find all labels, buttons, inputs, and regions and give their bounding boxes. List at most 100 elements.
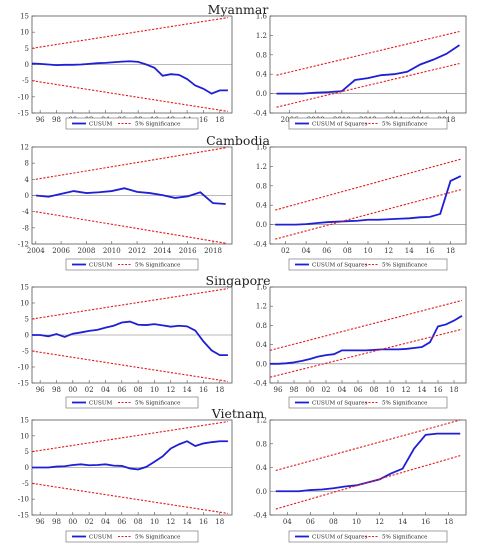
legend-label-cusum: CUSUM of Squares (312, 535, 368, 541)
cambodia-cusum-of-squares-panel: 1.6 1.2 0.8 0.4 0.0 -0.4 02 04 06 08 10 12 14 16 18 CUS… (254, 144, 467, 271)
y-tick-label: 0.4 (256, 464, 268, 472)
y-tick-label: 5 (25, 316, 29, 324)
x-tick-label: 06 (117, 518, 126, 526)
x-tick-label: 04 (101, 518, 110, 526)
x-tick-label: 14 (183, 518, 192, 526)
cusum-series-line (276, 44, 460, 95)
x-tick-label: 00 (68, 386, 77, 394)
x-tick-label: 06 (322, 247, 331, 255)
vietnam-cusum-panel: 15 10 5 0 -5 -10 -15 96 98 00 02 04 06 08 10 12 14 16 18 CU… (18, 417, 233, 543)
cusum-series-line (275, 175, 462, 226)
significance-bound-line (31, 80, 229, 112)
x-tick-label: 08 (134, 518, 143, 526)
y-tick-label: -0.4 (254, 380, 268, 388)
x-tick-label: 96 (274, 386, 283, 394)
x-tick-label: 02 (85, 518, 94, 526)
y-tick-label: 0.8 (256, 440, 267, 448)
x-tick-label: 12 (166, 386, 175, 394)
y-tick-label: 4 (25, 176, 30, 184)
vietnam-cusum-of-squares-panel: 1.2 0.8 0.4 0.0 -0.4 04 06 08 10 12 14 16 18 CUSUM of… (254, 417, 467, 543)
significance-bound-line (276, 62, 460, 108)
y-tick-label: -10 (18, 364, 29, 372)
cusum-series-line (32, 320, 228, 357)
legend-label-cusum: CUSUM of Squares (312, 122, 368, 128)
significance-bound-line (35, 147, 226, 180)
x-tick-label: 2008 (78, 247, 96, 255)
x-tick-label: 98 (52, 518, 61, 526)
x-tick-label: 16 (199, 116, 208, 124)
y-tick-label: 1.2 (256, 163, 267, 171)
x-tick-label: 12 (384, 247, 393, 255)
significance-bound-line (275, 189, 461, 240)
legend: CUSUM of Squares 5% Significance (288, 117, 448, 130)
x-tick-label: 18 (215, 518, 224, 526)
y-tick-label: 1.2 (256, 32, 267, 40)
y-tick-label: 1.6 (256, 144, 268, 152)
legend-label-significance: 5% Significance (382, 122, 428, 128)
myanmar-cusum-of-squares-panel: 1.61.20.80.40.0-0.4200620082010201220142… (254, 13, 467, 130)
y-tick-label: -4 (22, 208, 29, 216)
legend-box (288, 530, 448, 543)
legend: CUSUM 5% Significance (65, 258, 199, 271)
y-tick-label: 0 (25, 61, 29, 69)
legend-label-significance: 5% Significance (135, 401, 181, 407)
x-tick-label: 10 (364, 247, 373, 255)
y-tick-label: 0.0 (256, 360, 267, 368)
x-tick-label: 14 (183, 386, 192, 394)
legend-box (65, 396, 199, 409)
x-tick-label: 08 (370, 386, 379, 394)
legend-label-cusum: CUSUM (89, 401, 113, 407)
legend: CUSUM of Squares 5% Significance (288, 396, 448, 409)
legend-label-cusum: CUSUM (89, 535, 113, 541)
country-title: Vietnam (211, 406, 265, 421)
myanmar-cusum-of-squares-frame (269, 15, 467, 114)
significance-bound-line (31, 482, 229, 514)
x-tick-label: 18 (446, 247, 455, 255)
y-tick-label: 10 (20, 29, 29, 37)
significance-bound-line (275, 158, 461, 211)
x-tick-label: 12 (166, 518, 175, 526)
x-tick-label: 98 (52, 386, 61, 394)
x-tick-label: 96 (36, 116, 45, 124)
x-tick-label: 06 (354, 386, 363, 394)
cusum-series-line (35, 187, 226, 205)
y-tick-label: 0.4 (256, 202, 268, 210)
x-tick-label: 18 (444, 518, 453, 526)
significance-bound-line (35, 211, 226, 244)
cusum-series-line (32, 440, 228, 471)
y-tick-label: 0.0 (256, 90, 267, 98)
y-tick-label: -0.4 (254, 110, 268, 118)
x-tick-label: 16 (434, 386, 443, 394)
y-tick-label: 0.8 (256, 322, 267, 330)
significance-bound-line (275, 455, 461, 510)
x-tick-label: 06 (117, 386, 126, 394)
significance-bound-line (31, 350, 229, 382)
y-tick-label: 0.8 (256, 182, 267, 190)
x-tick-label: 02 (85, 386, 94, 394)
x-tick-label: 2004 (27, 247, 45, 255)
y-tick-label: -8 (22, 224, 29, 232)
x-tick-label: 10 (386, 386, 395, 394)
y-tick-label: 15 (20, 284, 29, 292)
x-tick-label: 12 (375, 518, 384, 526)
x-tick-label: 08 (134, 386, 143, 394)
x-tick-label: 18 (450, 386, 459, 394)
x-tick-label: 02 (281, 247, 290, 255)
x-tick-label: 00 (68, 518, 77, 526)
x-tick-label: 96 (36, 386, 45, 394)
x-tick-label: 16 (199, 518, 208, 526)
y-tick-label: 0.0 (256, 221, 267, 229)
singapore-cusum-of-squares-frame (269, 286, 467, 384)
legend: CUSUM of Squares 5% Significance (288, 258, 448, 271)
y-tick-label: 15 (20, 13, 29, 21)
legend-label-significance: 5% Significance (382, 401, 428, 407)
myanmar-cusum-panel: 151050-5-10-15969800020406081012141618CU… (18, 13, 233, 130)
x-tick-label: 12 (402, 386, 411, 394)
x-tick-label: 2012 (128, 247, 146, 255)
y-tick-label: 1.2 (256, 417, 267, 425)
y-tick-label: 8 (25, 160, 29, 168)
y-tick-label: 10 (20, 432, 29, 440)
cusum-series-line (31, 60, 228, 95)
legend: CUSUM 5% Significance (65, 530, 199, 543)
significance-bound-line (269, 299, 463, 351)
